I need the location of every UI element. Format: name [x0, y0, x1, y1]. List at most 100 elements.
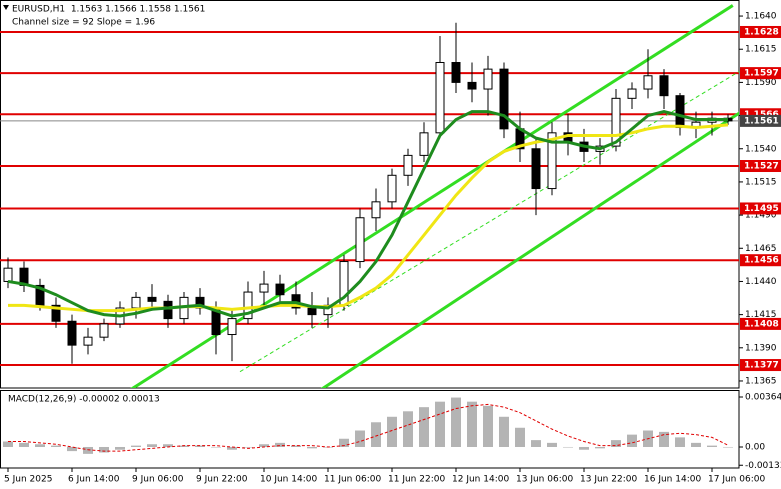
candle-body	[275, 283, 285, 296]
candle-body	[227, 318, 237, 336]
macd-bar	[83, 446, 93, 454]
level-label: 1.1628	[744, 27, 779, 37]
y-tick-label: 1.1590	[745, 78, 777, 88]
candle-body	[387, 174, 397, 203]
macd-bar	[611, 440, 621, 447]
macd-bar	[579, 446, 589, 450]
candle-body	[355, 217, 365, 263]
candle-body	[99, 323, 109, 338]
level-box	[740, 160, 781, 173]
macd-bar	[675, 437, 685, 447]
macd-bar	[723, 446, 733, 448]
level-label: 1.1377	[744, 361, 779, 371]
macd-bar	[195, 445, 205, 447]
chart-title: EURUSD,H1 1.1563 1.1566 1.1558 1.1561	[12, 5, 205, 15]
candle-body	[659, 75, 669, 97]
macd-bar	[35, 444, 45, 447]
macd-bar	[467, 401, 477, 447]
candle-body	[627, 88, 637, 99]
macd-bar	[291, 445, 301, 447]
macd-y-tick-label: 0.00	[745, 442, 765, 452]
macd-bar	[707, 445, 717, 447]
main-pane	[0, 0, 740, 389]
macd-bar	[547, 442, 557, 447]
x-tick-label: 13 Jun 22:00	[580, 475, 637, 485]
macd-bar	[499, 416, 509, 447]
level-box	[740, 202, 781, 215]
x-tick-label: 13 Jun 06:00	[516, 475, 573, 485]
candle-body	[147, 296, 157, 302]
macd-signal	[8, 403, 729, 452]
y-tick-label: 1.1415	[745, 310, 777, 320]
macd-bar	[211, 446, 221, 448]
candle-body	[531, 148, 541, 190]
candle-body	[163, 300, 173, 320]
macd-bar	[147, 444, 157, 447]
macd-plot	[3, 397, 733, 454]
macd-bar	[179, 445, 189, 447]
macd-bar	[355, 430, 365, 447]
y-tick-label: 1.1640	[745, 12, 777, 22]
candle-body	[403, 154, 413, 176]
macd-bar	[563, 446, 573, 448]
chart-subtitle: Channel size = 92 Slope = 1.96	[12, 18, 155, 28]
macd-label: MACD(12,26,9) -0.00002 0.00013	[8, 395, 160, 405]
macd-bar	[99, 446, 109, 453]
y-tick-label: 1.1540	[745, 144, 777, 154]
last-price-label: 1.1561	[744, 116, 779, 126]
macd-bar	[115, 446, 125, 450]
candle-body	[611, 97, 621, 147]
candle-body	[67, 320, 77, 346]
level-label: 1.1566	[744, 110, 779, 120]
axes: 1.16401.16151.15901.15651.15401.15151.14…	[4, 12, 781, 485]
macd-y-tick-label: 0.00364	[745, 393, 781, 403]
macd-bar	[515, 427, 525, 447]
candle-body	[451, 61, 461, 83]
candle-body	[51, 304, 61, 322]
level-box	[740, 25, 781, 38]
candle-body	[643, 75, 653, 90]
candle-body	[675, 95, 685, 129]
macd-bar	[131, 445, 141, 447]
macd-bar	[339, 438, 349, 447]
macd-bar	[483, 405, 493, 447]
level-box	[740, 359, 781, 372]
macd-bar	[595, 446, 605, 449]
candle-body	[499, 68, 509, 130]
candle-body	[259, 283, 269, 293]
channel-line	[320, 111, 739, 388]
main-plot	[0, 4, 739, 388]
macd-bar	[259, 444, 269, 447]
macd-bar	[227, 446, 237, 450]
candle-body	[243, 291, 253, 320]
x-tick-label: 17 Jun 06:00	[708, 475, 765, 485]
candle-body	[547, 132, 557, 190]
macd-bar	[403, 411, 413, 447]
macd-bar	[19, 442, 29, 447]
x-tick-label: 12 Jun 14:00	[452, 475, 509, 485]
level-box	[740, 67, 781, 80]
level-label: 1.1456	[744, 256, 779, 266]
x-tick-label: 9 Jun 22:00	[196, 475, 248, 485]
y-tick-label: 1.1365	[745, 376, 777, 386]
macd-y-tick-label: -0.00133	[745, 461, 781, 471]
macd-bar	[419, 407, 429, 447]
x-tick-label: 11 Jun 06:00	[324, 475, 381, 485]
macd-bar	[51, 445, 61, 447]
moving-average	[7, 110, 728, 318]
last-price-box	[740, 114, 781, 127]
macd-bar	[163, 444, 173, 447]
y-tick-label: 1.1490	[745, 211, 777, 221]
candle-body	[83, 336, 93, 346]
macd-bar	[435, 401, 445, 447]
macd-bar	[451, 397, 461, 447]
candle-body	[3, 267, 13, 282]
macd-bar	[67, 446, 77, 452]
candle-body	[483, 68, 493, 90]
macd-bar	[691, 442, 701, 447]
macd-pane	[0, 390, 740, 469]
macd-bar	[627, 434, 637, 447]
y-tick-label: 1.1515	[745, 177, 777, 187]
x-tick-label: 11 Jun 22:00	[388, 475, 445, 485]
macd-bar	[531, 440, 541, 447]
